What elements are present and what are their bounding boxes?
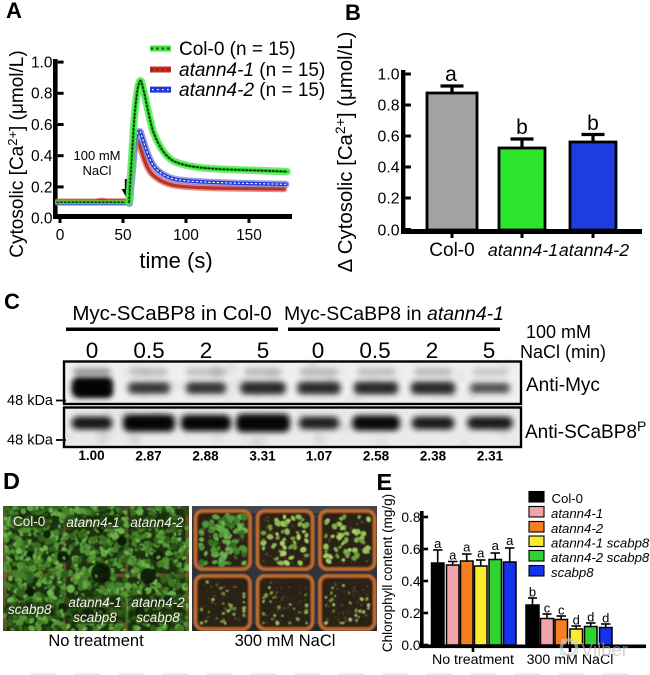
svg-text:E: E [377,469,393,495]
svg-text:0.2: 0.2 [401,606,420,621]
svg-text:NaCl: NaCl [83,163,112,178]
svg-text:3.31: 3.31 [249,449,276,464]
svg-text:0.8: 0.8 [401,510,421,525]
svg-text:atann4-1 (n = 15): atann4-1 (n = 15) [179,60,325,81]
svg-text:atann4-2: atann4-2 [130,515,184,530]
svg-text:Chlorophyll content (mg/g): Chlorophyll content (mg/g) [380,494,395,652]
svg-text:0.4: 0.4 [401,574,421,589]
svg-text:D: D [3,468,20,494]
svg-text:b: b [529,585,536,600]
svg-text:0.0: 0.0 [31,211,53,228]
svg-text:scabp8: scabp8 [8,602,52,617]
svg-text:2.31: 2.31 [477,449,504,464]
svg-text:0: 0 [56,227,65,244]
svg-text:Vilber: Vilber [581,639,628,660]
svg-text:B: B [345,0,361,25]
svg-text:Cytosolic [Ca2+] (μmol/L): Cytosolic [Ca2+] (μmol/L) [5,50,28,257]
svg-text:C: C [4,289,20,314]
svg-text:No treatment: No treatment [48,632,144,650]
svg-text:a: a [449,548,457,563]
svg-text:a: a [445,63,457,86]
svg-text:5: 5 [483,338,496,363]
svg-text:c: c [544,601,551,616]
svg-text:b: b [516,116,528,139]
svg-text:atann4-1 scabp8: atann4-1 scabp8 [551,536,650,551]
svg-text:Col-0: Col-0 [13,514,45,529]
svg-text:0.0: 0.0 [401,638,421,653]
svg-text:0.2: 0.2 [378,190,400,207]
svg-text:48 kDa: 48 kDa [7,433,54,449]
svg-text:Anti-Myc: Anti-Myc [526,375,600,396]
svg-text:100: 100 [173,227,199,244]
svg-text:atann4-2 scabp8: atann4-2 scabp8 [551,550,650,565]
svg-text:0.4: 0.4 [378,159,400,176]
svg-text:2.38: 2.38 [420,449,447,464]
svg-text:No treatment: No treatment [432,652,514,668]
svg-text:2.88: 2.88 [192,449,219,464]
svg-text:b: b [587,112,599,135]
svg-text:atann4-2: atann4-2 [131,595,185,610]
svg-text:a: a [492,538,500,553]
svg-text:48 kDa: 48 kDa [7,393,54,409]
svg-text:300 mM NaCl: 300 mM NaCl [235,632,336,650]
svg-text:2.87: 2.87 [135,449,161,464]
svg-text:Col-0: Col-0 [429,240,474,261]
svg-text:2: 2 [426,338,439,363]
svg-text:d: d [602,611,609,626]
svg-text:2: 2 [200,338,213,363]
svg-text:c: c [558,603,565,618]
svg-text:atann4-2: atann4-2 [551,521,604,536]
svg-text:0: 0 [86,338,99,363]
svg-text:1.00: 1.00 [78,448,104,463]
svg-text:1.0: 1.0 [31,55,53,72]
svg-text:50: 50 [114,227,132,244]
svg-text:A: A [6,0,22,23]
svg-text:100 mM: 100 mM [526,322,591,342]
svg-text:0.5: 0.5 [359,338,390,363]
svg-text:2.58: 2.58 [363,449,390,464]
svg-text:atann4-1: atann4-1 [68,595,121,610]
svg-text:d: d [587,610,594,625]
svg-text:0.4: 0.4 [31,148,53,165]
svg-text:0: 0 [312,338,325,363]
svg-text:atann4-1: atann4-1 [66,515,119,530]
svg-text:atann4-1: atann4-1 [488,240,558,260]
svg-text:atann4-1: atann4-1 [551,506,603,521]
svg-text:scabp8: scabp8 [551,565,594,580]
svg-text:Col-0 (n = 15): Col-0 (n = 15) [179,39,296,60]
svg-text:0.5: 0.5 [133,338,164,363]
svg-text:Myc-SCaBP8 in atann4-1: Myc-SCaBP8 in atann4-1 [284,303,504,325]
svg-text:150: 150 [236,227,262,244]
svg-text:scabp8: scabp8 [136,610,180,625]
svg-text:0.8: 0.8 [378,97,400,114]
svg-text:scabp8: scabp8 [73,610,117,625]
svg-text:0.8: 0.8 [31,86,53,103]
svg-text:atann4-2 (n = 15): atann4-2 (n = 15) [179,80,325,101]
svg-text:1.07: 1.07 [306,449,332,464]
svg-text:a: a [463,540,471,555]
svg-text:atann4-2: atann4-2 [559,240,629,260]
svg-text:Δ Cytosolic [Ca2+] (μmol/L): Δ Cytosolic [Ca2+] (μmol/L) [332,32,357,273]
svg-text:NaCl (min): NaCl (min) [520,342,606,362]
svg-text:Anti-SCaBP8P: Anti-SCaBP8P [525,418,646,443]
svg-text:0.2: 0.2 [31,179,53,196]
svg-text:a: a [477,546,485,561]
svg-text:a: a [434,536,442,551]
svg-text:0.6: 0.6 [378,128,400,145]
svg-text:d: d [573,613,580,628]
svg-text:100 mM: 100 mM [74,148,121,163]
svg-text:0.6: 0.6 [401,542,421,557]
svg-text:0.0: 0.0 [378,222,400,239]
svg-text:300 mM NaCl: 300 mM NaCl [527,652,614,668]
svg-text:1.0: 1.0 [378,66,400,83]
svg-text:Col-0: Col-0 [552,491,584,506]
svg-text:a: a [506,533,514,548]
svg-text:Myc-SCaBP8 in Col-0: Myc-SCaBP8 in Col-0 [72,302,271,325]
svg-text:5: 5 [257,338,270,363]
svg-text:0.6: 0.6 [31,117,53,134]
svg-text:time (s): time (s) [139,248,212,273]
